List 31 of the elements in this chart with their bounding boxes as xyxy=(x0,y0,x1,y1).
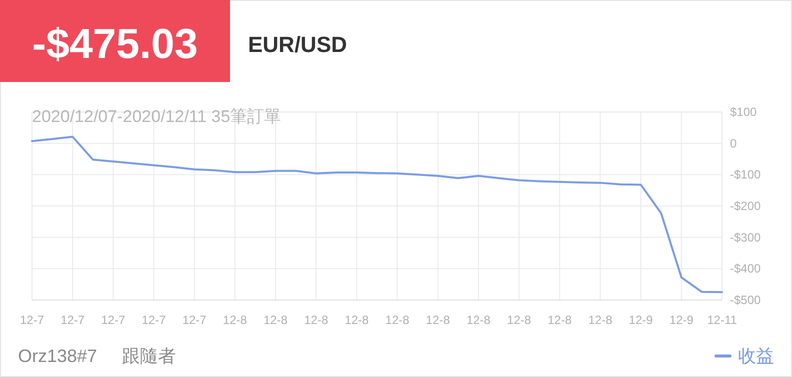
y-tick-label: $100 xyxy=(730,105,758,119)
y-tick-label: -$300 xyxy=(730,230,762,244)
y-tick-label: 0 xyxy=(730,136,737,150)
x-tick-label: 12-8 xyxy=(264,313,288,327)
chart-subtitle: EUR/USD xyxy=(248,32,348,57)
x-tick-label: 12-8 xyxy=(588,313,613,327)
y-tick-label: -$400 xyxy=(730,262,762,276)
text: Orz138#7 跟隨者 xyxy=(18,346,176,366)
x-tick-label: 12-8 xyxy=(344,313,370,327)
y-tick-label: -$500 xyxy=(730,293,762,307)
line-series xyxy=(31,136,723,294)
x-tick-label: 12-7 xyxy=(60,313,85,327)
annotation: 2020/12/07-2020/12/11 35筆訂單 xyxy=(32,107,282,126)
x-tick-label: 12-7 xyxy=(101,313,126,327)
x-tick-label: 12-9 xyxy=(669,313,694,327)
x-tick-label: 12-8 xyxy=(426,313,450,327)
y-tick-label: -$100 xyxy=(730,168,762,182)
chart-title: -$475.03 xyxy=(32,20,198,67)
x-tick-label: 12-9 xyxy=(628,313,654,327)
x-tick-label: 12-7 xyxy=(142,313,166,327)
legend-label: 收益 xyxy=(738,346,774,366)
x-tick-label: 12-8 xyxy=(548,313,572,327)
x-tick-label: 12-7 xyxy=(182,313,207,327)
x-tick-label: 12-8 xyxy=(466,313,491,327)
x-tick-label: 12-8 xyxy=(304,313,328,327)
x-tick-label: 12-7 xyxy=(20,313,44,327)
x-tick-label: 12-8 xyxy=(507,313,532,327)
x-tick-label: 12-8 xyxy=(385,313,410,327)
x-tick-label: 12-11 xyxy=(707,313,738,327)
y-tick-label: -$200 xyxy=(730,199,762,213)
x-tick-label: 12-8 xyxy=(222,313,248,327)
